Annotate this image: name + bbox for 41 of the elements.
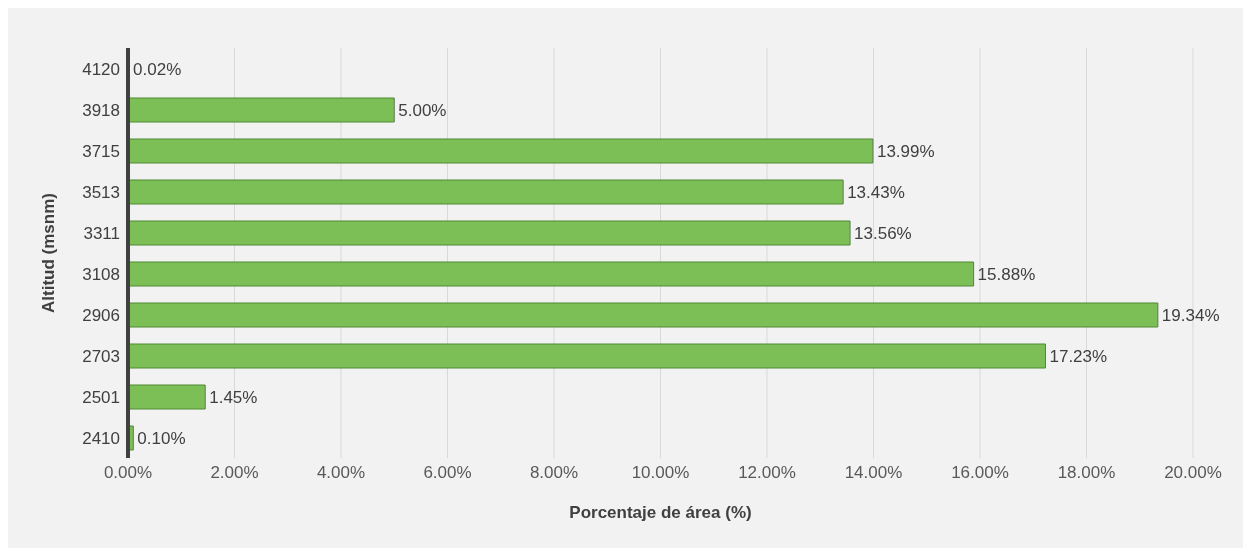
bar [128, 179, 844, 205]
bar [128, 261, 975, 287]
bar [128, 138, 874, 164]
y-tick-label: 3715 [82, 141, 120, 161]
x-tick-label: 14.00% [844, 463, 903, 483]
data-label: 19.34% [1161, 306, 1220, 325]
data-label: 5.00% [398, 101, 447, 120]
x-tick-label: 12.00% [738, 463, 796, 483]
data-label: 0.02% [133, 60, 182, 79]
bar [128, 343, 1046, 369]
y-tick-label: 2703 [82, 346, 120, 366]
data-label: 17.23% [1049, 347, 1108, 366]
x-tick-label: 10.00% [631, 463, 690, 483]
y-tick-label: 2410 [82, 428, 120, 448]
data-label: 13.99% [876, 142, 935, 161]
x-tick-label: 20.00% [1164, 463, 1222, 483]
x-tick-label: 2.00% [210, 463, 259, 483]
x-axis-title: Porcentaje de área (%) [569, 503, 752, 522]
y-tick-label: 4120 [82, 59, 120, 79]
x-tick-label: 6.00% [423, 463, 472, 483]
y-tick-label: 3918 [82, 100, 120, 120]
x-tick-label: 4.00% [316, 463, 366, 483]
y-tick-label: 3108 [82, 264, 120, 284]
bar [128, 302, 1159, 328]
data-label: 13.43% [847, 183, 905, 202]
y-axis-title: Altitud (msnm) [39, 193, 59, 313]
y-tick-label: 3513 [82, 182, 120, 202]
x-tick-label: 8.00% [529, 463, 579, 483]
data-label: 1.45% [209, 388, 258, 407]
bar [128, 97, 395, 123]
bar [128, 220, 851, 246]
data-label: 0.10% [137, 429, 186, 448]
y-tick-label: 2501 [82, 387, 120, 407]
bar [128, 384, 206, 410]
x-tick-label: 0.00% [103, 463, 153, 483]
y-tick-label: 3311 [83, 223, 120, 243]
x-tick-label: 18.00% [1057, 463, 1116, 483]
data-label: 13.56% [854, 224, 912, 243]
x-tick-label: 16.00% [951, 463, 1009, 483]
data-label: 15.88% [977, 265, 1036, 284]
y-tick-label: 2906 [82, 305, 120, 325]
